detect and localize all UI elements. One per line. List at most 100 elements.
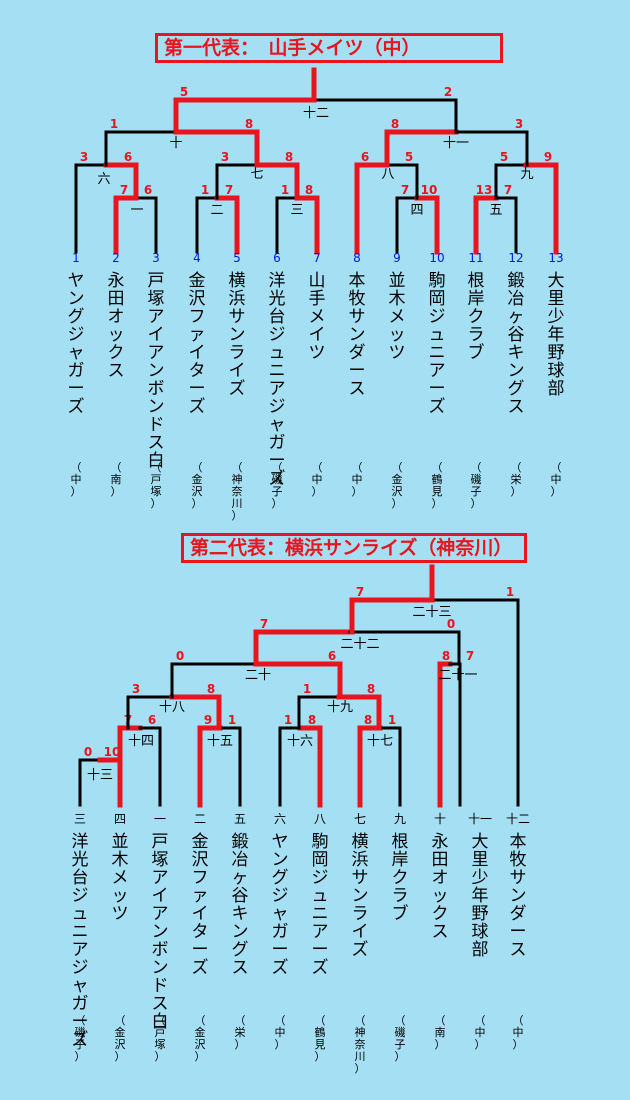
game-number: 五: [489, 203, 502, 218]
team-area: （金沢）: [195, 1014, 206, 1063]
score-left: 1: [303, 682, 311, 696]
game-number: 二十一: [438, 668, 477, 683]
team-name: 洋光台ジュニアジャガーズ: [72, 832, 89, 1050]
team-area: （鶴見）: [432, 461, 443, 510]
score-right: 1: [506, 585, 514, 599]
score-right: 0: [447, 617, 455, 631]
team-name: 大里少年野球部: [472, 832, 489, 960]
team-area: （戸塚）: [155, 1014, 166, 1063]
team-area: （鶴見）: [315, 1014, 326, 1063]
team-number: 12: [508, 251, 523, 265]
game-number: 十七: [367, 734, 393, 749]
team-area: （栄）: [511, 461, 522, 498]
team-area: （中）: [551, 461, 562, 498]
team-area: （磯子）: [395, 1014, 406, 1063]
score-left: 7: [356, 585, 364, 599]
team-number: 二: [194, 812, 206, 826]
score-right: 1: [388, 713, 396, 727]
team-name: 並木メッツ: [389, 271, 406, 363]
game-number: 七: [250, 167, 263, 182]
team-area: （栄）: [235, 1014, 246, 1051]
team-number: 11: [468, 251, 483, 265]
team-area: （中）: [352, 461, 363, 498]
score-left: 7: [260, 617, 268, 631]
team-area: （磯子）: [471, 461, 482, 510]
team-number: 七: [354, 812, 366, 826]
score-right: 3: [515, 117, 523, 131]
team-number: 2: [112, 251, 120, 265]
team-name: 鍛冶ヶ谷キングス: [508, 271, 525, 417]
score-right: 2: [444, 85, 452, 99]
team-number: 八: [314, 812, 326, 826]
score-right: 8: [245, 117, 253, 131]
team-area: （中）: [475, 1014, 486, 1051]
score-right: 10: [104, 745, 121, 759]
score-right: 7: [225, 183, 233, 197]
score-left: 0: [84, 745, 92, 759]
score-left: 6: [361, 150, 369, 164]
team-number: 五: [234, 812, 246, 826]
team-name: 並木メッツ: [112, 832, 129, 924]
game-number: 九: [520, 167, 533, 182]
score-left: 8: [442, 649, 450, 663]
game-number: 二十: [245, 668, 271, 683]
score-left: 1: [281, 183, 289, 197]
team-number: 三: [74, 812, 86, 826]
score-left: 7: [120, 183, 128, 197]
game-number: 四: [410, 203, 423, 218]
team-area: （南）: [111, 461, 122, 498]
game-number: 二十三: [412, 605, 451, 620]
team-name: 洋光台ジュニアジャガーズ: [269, 271, 286, 489]
game-number: 十三: [87, 768, 113, 783]
team-number: 六: [274, 812, 286, 826]
team-name: 横浜サンライズ: [352, 832, 369, 960]
team-name: 駒岡ジュニアーズ: [312, 832, 329, 978]
team-name: 永田オックス: [108, 271, 125, 381]
team-number: 十二: [506, 812, 530, 826]
team-number: 13: [548, 251, 563, 265]
game-number: 十九: [327, 700, 353, 715]
team-area: （磯子）: [272, 461, 283, 510]
team-name: 金沢ファイターズ: [192, 832, 209, 978]
score-right: 5: [405, 150, 413, 164]
team-area: （中）: [513, 1014, 524, 1051]
score-right: 9: [544, 150, 552, 164]
game-number: 二: [210, 203, 223, 218]
team-name: 根岸クラブ: [468, 271, 485, 363]
score-left: 13: [476, 183, 493, 197]
score-right: 6: [144, 183, 152, 197]
team-name: ヤングジャガーズ: [68, 271, 85, 417]
team-number: 4: [193, 251, 201, 265]
team-name: 横浜サンライズ: [229, 271, 246, 399]
score-left: 0: [176, 649, 184, 663]
team-area: （中）: [312, 461, 323, 498]
score-left: 1: [284, 713, 292, 727]
team-name: 戸塚アイアンボンドス白: [148, 271, 165, 471]
team-area: （金沢）: [192, 461, 203, 510]
team-name: 永田オックス: [432, 832, 449, 942]
team-name: 本牧サンダース: [510, 832, 527, 960]
team-name: ヤングジャガーズ: [272, 832, 289, 978]
score-left: 9: [204, 713, 212, 727]
team-area: （金沢）: [115, 1014, 126, 1063]
team-area: （戸塚）: [151, 461, 162, 510]
score-left: 8: [364, 713, 372, 727]
score-left: 5: [180, 85, 188, 99]
team-area: （南）: [435, 1014, 446, 1051]
game-number: 十八: [159, 700, 185, 715]
game-number: 一: [130, 203, 143, 218]
team-name: 鍛冶ヶ谷キングス: [232, 832, 249, 978]
team-name: 金沢ファイターズ: [189, 271, 206, 417]
game-number: 十六: [287, 734, 313, 749]
score-right: 1: [228, 713, 236, 727]
team-number: 5: [233, 251, 241, 265]
score-right: 8: [308, 713, 316, 727]
team-area: （中）: [71, 461, 82, 498]
score-left: 1: [201, 183, 209, 197]
game-number: 十二: [303, 106, 329, 121]
score-left: 7: [401, 183, 409, 197]
game-number: 三: [290, 203, 303, 218]
team-name: 大里少年野球部: [548, 271, 565, 399]
team-number: 7: [313, 251, 321, 265]
